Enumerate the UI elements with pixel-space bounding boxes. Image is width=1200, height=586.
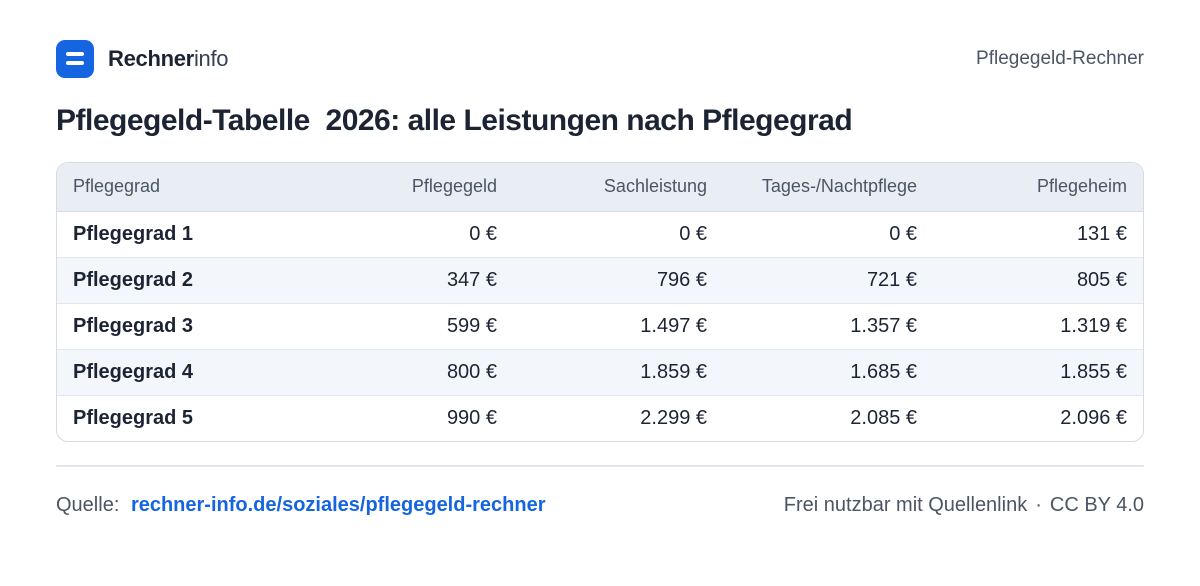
- source-link[interactable]: rechner-info.de/soziales/pflegegeld-rech…: [130, 494, 546, 516]
- row-label: Pflegegrad 3: [57, 302, 327, 349]
- cell-tages-nachtpflege: 0 €: [889, 222, 917, 245]
- brand-name-light: info: [193, 46, 229, 71]
- source-attribution: Quelle: rechner-info.de/soziales/pflegeg…: [56, 490, 546, 520]
- license-separator: ·: [1035, 494, 1042, 516]
- page-title: Pflegegeld-Tabelle 2026: alle Leistungen…: [56, 104, 853, 137]
- rechnerinfo-logo-icon: [56, 40, 94, 78]
- footer-divider: [56, 465, 1144, 467]
- row-label: Pflegegrad 2: [57, 256, 327, 303]
- license-name: CC BY 4.0: [1049, 494, 1144, 516]
- cell-pflegeheim: 131 €: [1076, 222, 1127, 245]
- cell-sachleistung: 796 €: [513, 256, 723, 303]
- column-header-sachleistung: Sachleistung: [513, 163, 723, 212]
- tool-name: Pflegegeld-Rechner: [976, 48, 1144, 69]
- table-row: Pflegegrad 5 990 € 2.299 € 2.085 € 2.096…: [57, 394, 1143, 441]
- cell-tages-nachtpflege: 2.085 €: [723, 394, 933, 441]
- benefits-table: Pflegegrad Pflegegeld Sachleistung Tages…: [56, 162, 1144, 442]
- license-text: Frei nutzbar mit Quellenlink: [783, 494, 1028, 516]
- cell-pflegegeld: 599 €: [327, 302, 513, 349]
- cell-tages-nachtpflege: 1.357 €: [723, 302, 933, 349]
- cell-pflegeheim: 2.096 €: [933, 394, 1143, 441]
- license-info: Frei nutzbar mit Quellenlink · CC BY 4.0: [784, 490, 1144, 520]
- cell-pflegeheim: 1.855 €: [933, 348, 1143, 395]
- column-header-pflegegrad: Pflegegrad: [57, 163, 327, 212]
- cell-sachleistung: 2.299 €: [513, 394, 723, 441]
- row-label: Pflegegrad 5: [57, 394, 327, 441]
- cell-pflegeheim: 1.319 €: [933, 302, 1143, 349]
- footer: Quelle: rechner-info.de/soziales/pflegeg…: [56, 490, 1144, 520]
- brand-wordmark: Rechnerinfo: [108, 40, 229, 78]
- source-label: Quelle:: [56, 494, 120, 516]
- brand-name-bold: Rechner: [108, 46, 194, 71]
- column-header-pflegeheim: Pflegeheim: [933, 163, 1143, 212]
- table-row: Pflegegrad 2 347 € 796 € 721 € 805 €: [57, 256, 1143, 303]
- table-row: Pflegegrad 3 599 € 1.497 € 1.357 € 1.319…: [57, 302, 1143, 349]
- table-header-row: Pflegegrad Pflegegeld Sachleistung Tages…: [57, 163, 1143, 212]
- table-row: Pflegegrad 4 800 € 1.859 € 1.685 € 1.855…: [57, 348, 1143, 395]
- column-header-pflegegeld: Pflegegeld: [327, 163, 513, 212]
- cell-sachleistung: 1.497 €: [513, 302, 723, 349]
- table-row: Pflegegrad 1 0 € 0 € 0 € 131 €: [57, 211, 1143, 257]
- cell-tages-nachtpflege: 721 €: [723, 256, 933, 303]
- cell-sachleistung: 0 €: [679, 222, 707, 245]
- cell-sachleistung: 1.859 €: [513, 348, 723, 395]
- cell-pflegegeld: 800 €: [327, 348, 513, 395]
- site-header: Rechnerinfo Pflegegeld-Rechner: [56, 40, 1144, 78]
- row-label: Pflegegrad 4: [57, 348, 327, 395]
- cell-tages-nachtpflege: 1.685 €: [723, 348, 933, 395]
- row-label: Pflegegrad 1: [73, 222, 194, 245]
- column-header-tages-nachtpflege: Tages-/Nachtpflege: [723, 163, 933, 212]
- cell-pflegeheim: 805 €: [933, 256, 1143, 303]
- cell-pflegegeld: 990 €: [327, 394, 513, 441]
- brand-logo[interactable]: Rechnerinfo: [56, 40, 229, 78]
- cell-pflegegeld: 347 €: [327, 256, 513, 303]
- cell-pflegegeld: 0 €: [469, 222, 497, 245]
